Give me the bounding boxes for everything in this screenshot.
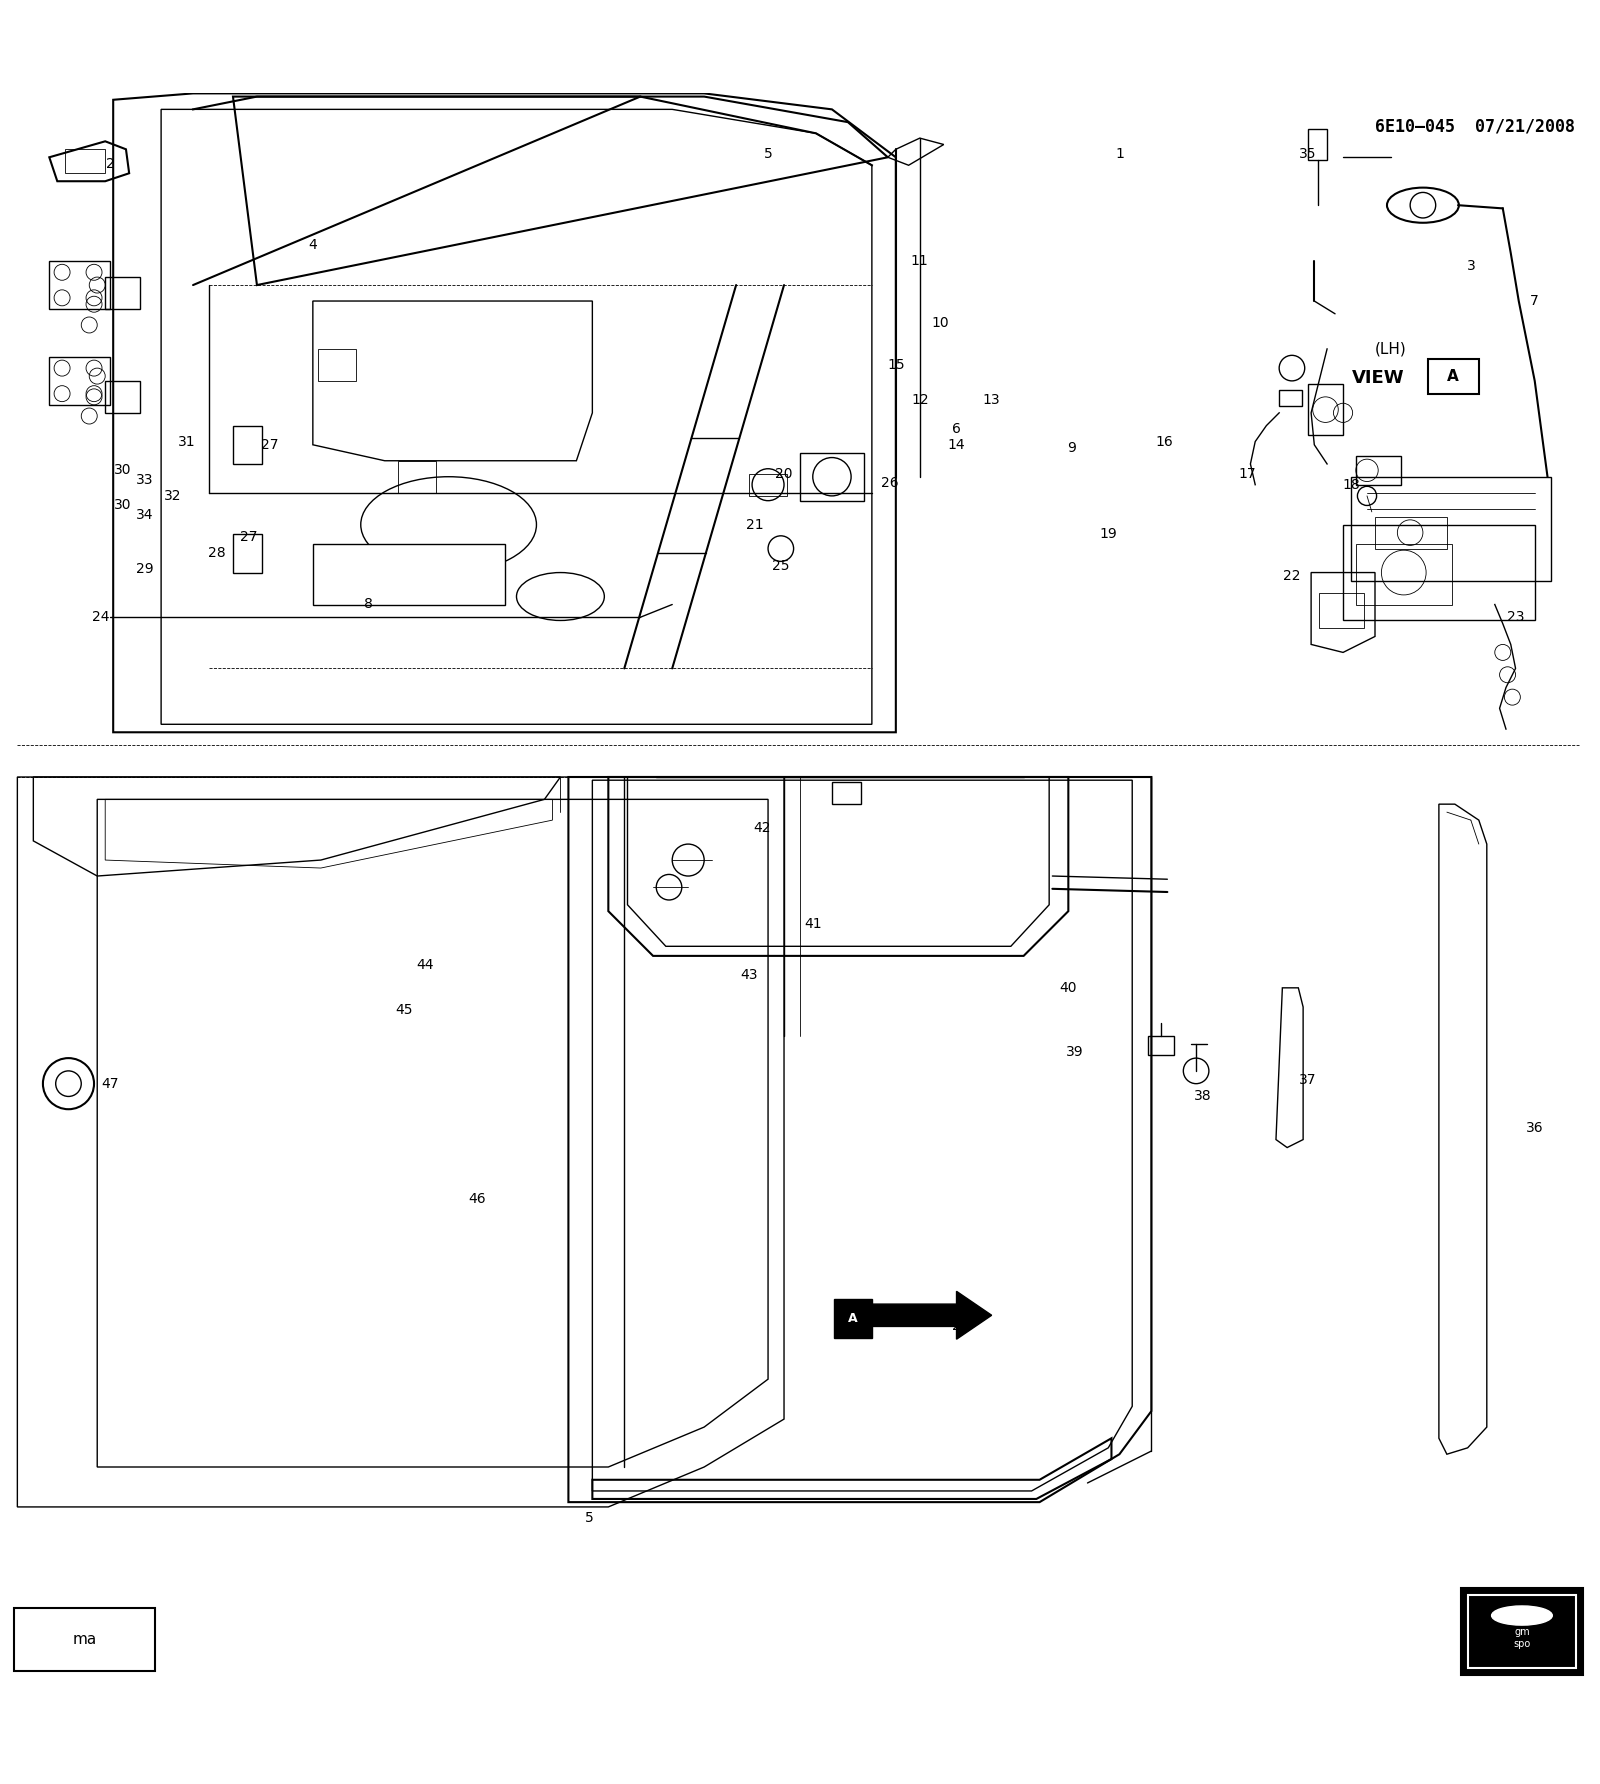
Text: 6E10–045  07/21/2008: 6E10–045 07/21/2008 — [1374, 118, 1574, 136]
Bar — [1149, 1037, 1174, 1054]
Bar — [50, 260, 110, 309]
Text: 32: 32 — [163, 489, 181, 503]
Text: 2: 2 — [106, 157, 114, 171]
FancyBboxPatch shape — [1467, 1595, 1576, 1668]
Bar — [397, 460, 435, 492]
Text: 37: 37 — [1299, 1074, 1317, 1088]
Text: 3: 3 — [1467, 259, 1475, 273]
Text: 26: 26 — [880, 476, 898, 491]
Text: 45: 45 — [395, 1003, 413, 1017]
Text: 11: 11 — [910, 253, 928, 268]
Text: 4: 4 — [309, 237, 317, 252]
Text: 23: 23 — [1507, 610, 1525, 624]
Text: 44: 44 — [416, 958, 434, 972]
Text: 7: 7 — [1530, 294, 1539, 309]
Text: 22: 22 — [1283, 569, 1301, 583]
Text: 40: 40 — [1059, 981, 1077, 995]
Bar — [314, 544, 504, 605]
Text: VIEW: VIEW — [1352, 369, 1405, 387]
Bar — [832, 781, 861, 805]
Text: 35: 35 — [1299, 146, 1317, 161]
Bar — [1355, 544, 1451, 605]
Text: 5: 5 — [763, 146, 773, 161]
Text: 14: 14 — [947, 437, 965, 451]
Bar — [1307, 128, 1326, 161]
Bar — [1355, 457, 1400, 485]
Text: 27: 27 — [261, 437, 278, 451]
Bar — [1318, 594, 1363, 628]
Text: 21: 21 — [747, 517, 765, 532]
Text: 47: 47 — [101, 1078, 118, 1090]
Text: 1: 1 — [1115, 146, 1123, 161]
Circle shape — [56, 1070, 82, 1097]
Bar — [106, 382, 141, 412]
Text: 31: 31 — [178, 435, 195, 448]
Text: ma: ma — [72, 1632, 96, 1647]
Text: 36: 36 — [1526, 1122, 1544, 1135]
FancyBboxPatch shape — [1461, 1588, 1582, 1675]
Bar — [1374, 517, 1446, 549]
Text: 17: 17 — [1238, 467, 1256, 480]
Bar — [50, 357, 110, 405]
Text: (LH): (LH) — [1374, 341, 1406, 357]
FancyBboxPatch shape — [834, 1299, 872, 1338]
Bar — [66, 150, 106, 173]
Bar — [1307, 384, 1342, 435]
Bar — [318, 350, 355, 382]
Bar — [106, 277, 141, 309]
Bar — [234, 533, 262, 573]
Bar — [749, 473, 787, 496]
Polygon shape — [864, 1292, 992, 1340]
Text: 6: 6 — [952, 421, 962, 435]
Text: 39: 39 — [1066, 1045, 1083, 1058]
Text: 30: 30 — [114, 464, 131, 478]
Bar — [234, 426, 262, 464]
Text: 34: 34 — [136, 508, 154, 523]
Text: A: A — [1448, 369, 1459, 384]
Text: 8: 8 — [365, 598, 373, 612]
Text: 10: 10 — [931, 316, 949, 330]
Text: 33: 33 — [136, 473, 154, 487]
Text: 29: 29 — [136, 562, 154, 576]
Text: 12: 12 — [910, 392, 928, 407]
Text: 25: 25 — [773, 558, 789, 573]
Text: gm
spo: gm spo — [1514, 1627, 1531, 1648]
Text: 43: 43 — [741, 969, 758, 981]
Text: 30: 30 — [114, 498, 131, 512]
Text: 16: 16 — [1155, 435, 1173, 448]
Text: 15: 15 — [886, 359, 904, 371]
Text: 38: 38 — [1194, 1090, 1211, 1104]
Text: 42: 42 — [754, 821, 771, 835]
Text: 28: 28 — [208, 546, 226, 560]
Ellipse shape — [1491, 1606, 1552, 1625]
Text: 18: 18 — [1342, 478, 1360, 492]
Text: 20: 20 — [776, 467, 792, 480]
Text: 41: 41 — [803, 917, 821, 931]
Bar — [800, 453, 864, 501]
Bar — [1278, 391, 1301, 407]
Text: 46: 46 — [469, 1192, 486, 1206]
Text: 13: 13 — [982, 392, 1000, 407]
Text: 19: 19 — [1099, 528, 1117, 541]
Text: 5: 5 — [584, 1511, 594, 1525]
Text: 24: 24 — [91, 610, 109, 624]
Text: 2: 2 — [952, 1320, 962, 1333]
Text: A: A — [848, 1311, 858, 1326]
Text: 9: 9 — [1067, 441, 1075, 455]
Text: 27: 27 — [240, 530, 258, 544]
FancyBboxPatch shape — [1427, 359, 1478, 394]
